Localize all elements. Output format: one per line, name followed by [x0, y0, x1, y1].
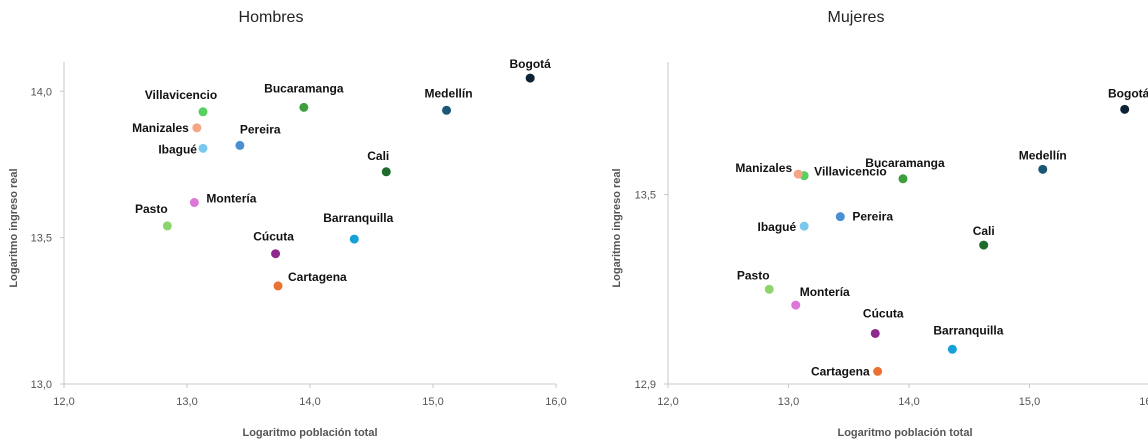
data-point — [1038, 164, 1048, 174]
point-label: Ibagué — [158, 142, 197, 156]
x-tick-label: 14,0 — [299, 396, 320, 408]
data-point — [381, 167, 391, 177]
point-label: Pasto — [135, 202, 168, 216]
y-tick-label: 14,0 — [31, 86, 52, 98]
data-point — [442, 105, 452, 115]
point-label: Montería — [206, 192, 256, 206]
x-tick-label: 14,0 — [898, 396, 919, 408]
y-tick-label: 13,5 — [31, 233, 52, 245]
data-point — [235, 140, 245, 150]
y-axis-label: Logaritmo ingreso real — [611, 168, 623, 287]
point-label: Bucaramanga — [865, 156, 945, 170]
point-label: Cartagena — [288, 270, 347, 284]
data-point — [898, 174, 908, 184]
point-label: Barranquilla — [323, 211, 393, 225]
data-point — [198, 107, 208, 117]
data-point — [835, 212, 845, 222]
point-label: Ibagué — [757, 220, 796, 234]
point-label: Villavicencio — [814, 165, 887, 179]
y-tick-label: 13,0 — [31, 379, 52, 391]
point-label: Barranquilla — [933, 323, 1003, 337]
chart-title: Mujeres — [828, 9, 885, 26]
x-axis-label: Logaritmo población total — [837, 427, 972, 439]
data-point — [271, 249, 281, 259]
x-tick-label: 16,0 — [545, 396, 566, 408]
data-point — [349, 234, 359, 244]
point-label: Bogotá — [1108, 86, 1148, 100]
point-label: Manizales — [132, 121, 189, 135]
x-tick-label: 15,0 — [1019, 396, 1040, 408]
x-tick-label: 13,0 — [176, 396, 197, 408]
point-label: Cúcuta — [253, 230, 294, 244]
point-label: Cali — [367, 149, 389, 163]
point-label: Cali — [973, 224, 995, 238]
data-point — [525, 73, 535, 83]
point-label: Pasto — [737, 268, 770, 282]
data-point — [189, 198, 199, 208]
data-point — [870, 328, 880, 338]
data-point — [791, 300, 801, 310]
data-point — [299, 102, 309, 112]
x-tick-label: 15,0 — [422, 396, 443, 408]
x-tick-label: 12,0 — [53, 396, 74, 408]
data-point — [198, 143, 208, 153]
data-point — [947, 344, 957, 354]
point-label: Cartagena — [811, 364, 870, 378]
x-tick-label: 16,0 — [1139, 396, 1148, 408]
y-tick-label: 12,9 — [635, 379, 656, 391]
x-tick-label: 12,0 — [657, 396, 678, 408]
data-point — [979, 240, 989, 250]
y-axis-label: Logaritmo ingreso real — [8, 168, 20, 287]
panel-mujeres: Mujeres Logaritmo población total Logari… — [611, 9, 1148, 439]
point-label: Bucaramanga — [264, 81, 344, 95]
x-axis-label: Logaritmo población total — [242, 427, 377, 439]
data-point — [793, 169, 803, 179]
panel-hombres: Hombres Logaritmo población total Logari… — [8, 9, 567, 439]
data-point — [192, 123, 202, 133]
y-tick-label: 13,5 — [635, 190, 656, 202]
x-tick-label: 13,0 — [778, 396, 799, 408]
point-label: Villavicencio — [145, 88, 218, 102]
point-label: Medellín — [1019, 148, 1067, 162]
data-point — [273, 281, 283, 291]
data-point — [873, 366, 883, 376]
point-label: Bogotá — [510, 57, 552, 71]
point-label: Cúcuta — [863, 306, 904, 320]
data-point — [799, 221, 809, 231]
point-label: Medellín — [425, 86, 473, 100]
data-point — [162, 221, 172, 231]
point-label: Manizales — [735, 161, 792, 175]
data-point — [764, 284, 774, 294]
point-label: Montería — [800, 285, 850, 299]
point-label: Pereira — [240, 122, 281, 136]
chart-title: Hombres — [239, 9, 304, 26]
data-point — [1120, 104, 1130, 114]
point-label: Pereira — [852, 210, 893, 224]
